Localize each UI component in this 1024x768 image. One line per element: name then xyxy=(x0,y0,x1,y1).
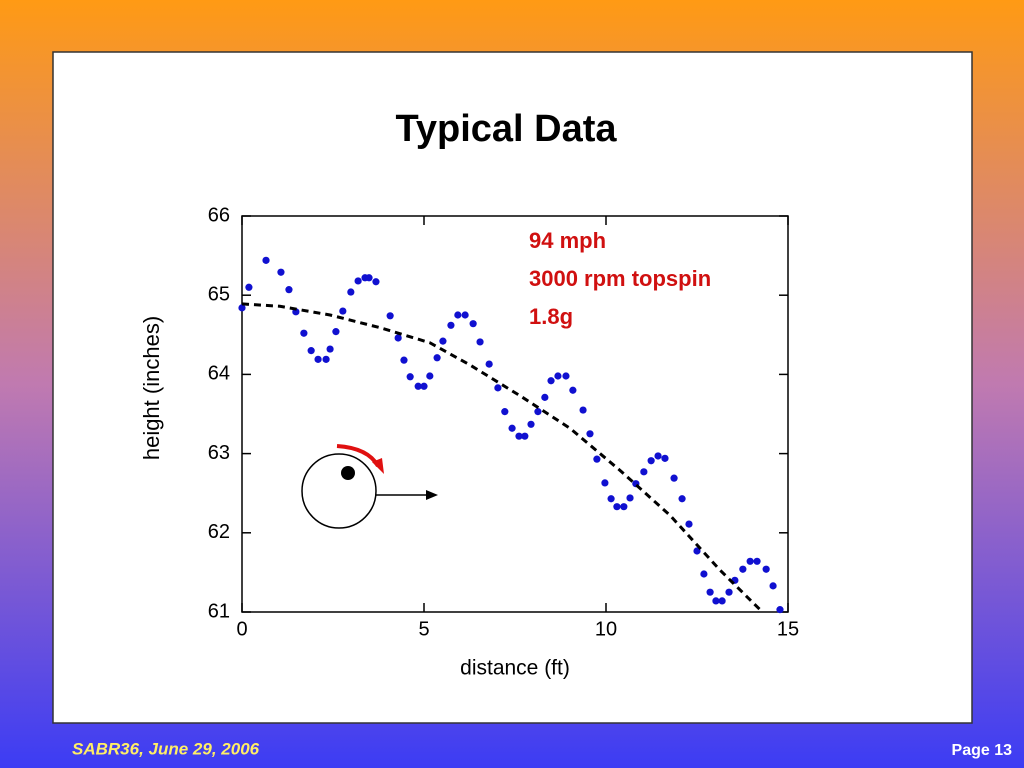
data-point xyxy=(394,334,402,342)
data-point xyxy=(640,468,648,476)
data-point xyxy=(626,494,634,502)
data-point xyxy=(607,495,615,503)
data-point xyxy=(307,347,315,355)
data-point xyxy=(718,597,726,605)
y-tick-label: 62 xyxy=(208,521,230,543)
data-point xyxy=(753,557,761,565)
data-point xyxy=(700,570,708,578)
data-point xyxy=(476,338,484,346)
data-point xyxy=(515,432,523,440)
data-point xyxy=(277,268,285,276)
data-point xyxy=(433,354,441,362)
data-point xyxy=(454,311,462,319)
data-point xyxy=(469,320,477,328)
data-point xyxy=(661,454,669,462)
x-tick-label: 0 xyxy=(236,618,247,640)
data-point xyxy=(685,520,693,528)
data-point xyxy=(439,337,447,345)
data-point xyxy=(562,372,570,380)
data-point xyxy=(300,329,308,337)
data-point xyxy=(762,565,770,573)
data-point xyxy=(586,430,594,438)
data-point xyxy=(739,565,747,573)
x-tick-label: 5 xyxy=(418,618,429,640)
data-point xyxy=(326,345,334,353)
footer-right: Page 13 xyxy=(952,742,1013,759)
data-point xyxy=(554,372,562,380)
data-point xyxy=(485,360,493,368)
x-tick-label: 10 xyxy=(595,618,617,640)
data-point xyxy=(706,588,714,596)
footer-left: SABR36, June 29, 2006 xyxy=(72,739,260,758)
velocity-arrow-head xyxy=(426,490,438,500)
plot-frame xyxy=(241,215,789,613)
data-point xyxy=(776,606,784,614)
data-point xyxy=(372,278,380,286)
y-tick-label: 61 xyxy=(208,600,230,622)
data-point xyxy=(285,286,293,294)
data-point xyxy=(712,597,720,605)
data-point xyxy=(245,283,253,291)
data-point xyxy=(746,557,754,565)
data-point xyxy=(725,588,733,596)
data-point xyxy=(354,277,362,285)
data-point xyxy=(447,321,455,329)
ball xyxy=(301,453,377,529)
data-point xyxy=(400,356,408,364)
content-panel xyxy=(52,51,973,724)
data-point xyxy=(670,474,678,482)
fit-line xyxy=(241,302,762,611)
data-point xyxy=(322,355,330,363)
data-point xyxy=(365,274,373,282)
ball-dot xyxy=(341,466,355,480)
y-tick-label: 66 xyxy=(208,204,230,226)
data-point xyxy=(494,384,502,392)
data-point xyxy=(678,495,686,503)
data-point xyxy=(262,256,270,264)
data-point xyxy=(654,452,662,460)
data-point xyxy=(332,328,340,336)
data-point xyxy=(569,386,577,394)
data-point xyxy=(769,582,777,590)
x-axis-label: distance (ft) xyxy=(460,657,570,680)
data-point xyxy=(620,503,628,511)
data-point xyxy=(521,432,529,440)
annotation: 3000 rpm topspin xyxy=(529,266,711,291)
y-tick-label: 64 xyxy=(208,363,230,385)
data-point xyxy=(534,408,542,416)
data-point xyxy=(693,547,701,555)
data-point xyxy=(527,420,535,428)
y-tick-label: 63 xyxy=(208,442,230,464)
data-point xyxy=(347,288,355,296)
spin-diagram xyxy=(301,444,438,529)
data-point xyxy=(339,307,347,315)
data-point xyxy=(406,373,414,381)
data-point xyxy=(579,406,587,414)
y-tick-label: 65 xyxy=(208,283,230,305)
data-point xyxy=(314,355,322,363)
data-point xyxy=(547,377,555,385)
data-point xyxy=(238,304,246,312)
x-tick-label: 15 xyxy=(777,618,799,640)
data-point xyxy=(420,382,428,390)
data-point xyxy=(593,455,601,463)
annotation: 94 mph xyxy=(529,228,606,253)
annotation: 1.8g xyxy=(529,304,573,329)
data-point xyxy=(541,393,549,401)
data-point xyxy=(414,382,422,390)
data-point xyxy=(508,424,516,432)
data-point xyxy=(501,408,509,416)
data-point xyxy=(386,312,394,320)
data-point xyxy=(426,372,434,380)
chart-title: Typical Data xyxy=(395,108,617,150)
data-point xyxy=(613,503,621,511)
data-point xyxy=(647,457,655,465)
spin-arrow-head xyxy=(372,458,384,474)
y-axis-label: height (inches) xyxy=(139,316,164,460)
data-point xyxy=(601,479,609,487)
data-point xyxy=(461,311,469,319)
